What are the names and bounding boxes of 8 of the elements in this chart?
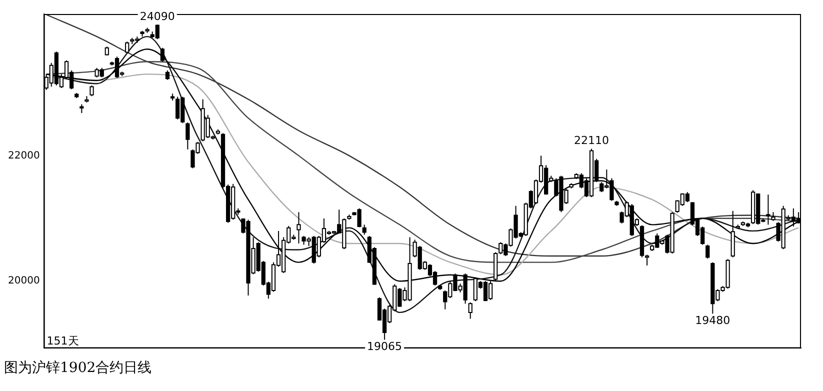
annotation: 19065 — [367, 340, 402, 354]
annotation: 22110 — [574, 134, 610, 148]
annotation: 151天 — [46, 334, 79, 348]
y-tick-label: 20000 — [8, 276, 40, 287]
y-tick-label: 22000 — [8, 150, 40, 162]
text: 图为沪锌1902合约日线 — [4, 360, 152, 376]
annotation: 24090 — [140, 10, 175, 24]
annotation: 19480 — [695, 314, 730, 328]
